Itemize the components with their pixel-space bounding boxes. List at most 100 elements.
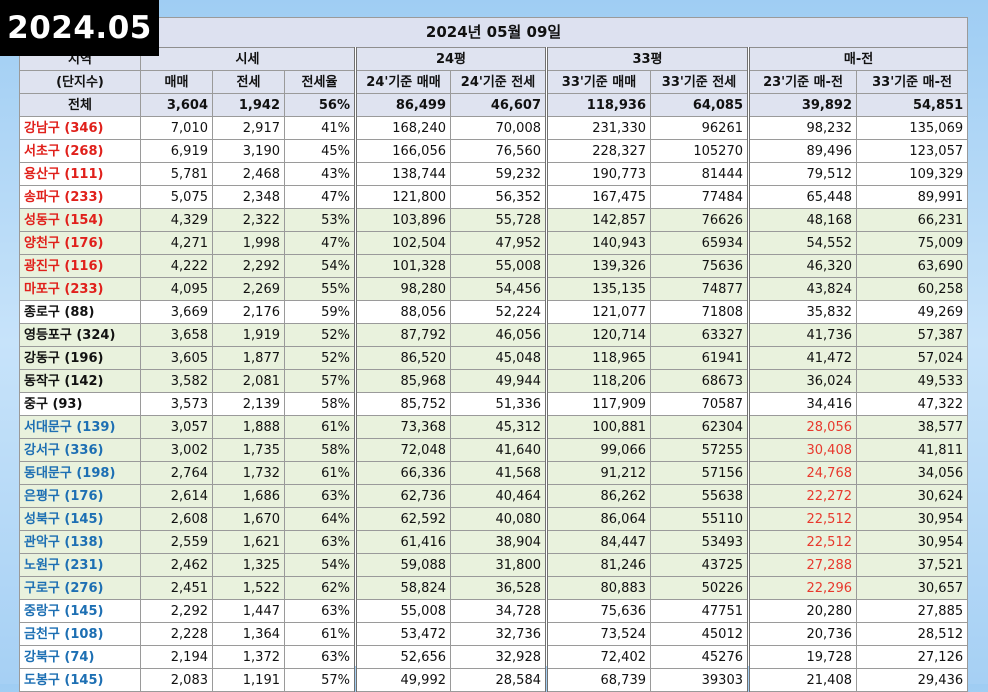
table-cell: 1,735 (212, 438, 285, 462)
column-header-jeonse: 전세 (212, 70, 285, 94)
table-cell: 168,240 (354, 116, 451, 140)
table-cell: 54% (284, 553, 357, 577)
table-cell: 59% (284, 300, 357, 324)
table-cell: 38,577 (855, 415, 969, 439)
table-cell: 22,272 (747, 484, 857, 508)
table-cell: 24,768 (747, 461, 857, 485)
table-cell: 29,436 (855, 668, 969, 692)
table-cell: 123,057 (855, 139, 969, 163)
table-cell: 43725 (650, 553, 750, 577)
table-cell: 47% (284, 231, 357, 255)
table-cell: 5,781 (140, 162, 213, 186)
table-cell: 36,528 (450, 576, 548, 600)
district-name: 마포구 (233) (19, 277, 141, 301)
table-cell: 73,368 (354, 415, 451, 439)
column-header-24-sale: 24'기준 매매 (354, 70, 451, 94)
total-row: 전체 3,604 1,942 56% 86,499 46,607 118,936… (19, 93, 969, 117)
table-cell: 30,657 (855, 576, 969, 600)
table-cell: 37,521 (855, 553, 969, 577)
district-name: 강북구 (74) (19, 645, 141, 669)
table-cell: 1,998 (212, 231, 285, 255)
table-cell: 190,773 (545, 162, 651, 186)
group-header-24pyeong: 24평 (354, 47, 548, 71)
table-cell: 3,190 (212, 139, 285, 163)
table-row: 금천구 (108) 2,228 1,364 61% 53,472 32,736 73,524… (19, 622, 969, 646)
table-cell: 30,954 (855, 530, 969, 554)
table-cell: 54,456 (450, 277, 548, 301)
table-row: 양천구 (176) 4,271 1,998 47% 102,504 47,952 140,9… (19, 231, 969, 255)
table-cell: 2,194 (140, 645, 213, 669)
district-name: 도봉구 (145) (19, 668, 141, 692)
table-cell: 100,881 (545, 415, 651, 439)
district-name: 강동구 (196) (19, 346, 141, 370)
table-row: 영등포구 (324) 3,658 1,919 52% 87,792 46,056 120,7… (19, 323, 969, 347)
table-cell: 57,024 (855, 346, 969, 370)
table-cell: 41,472 (747, 346, 857, 370)
table-cell: 28,056 (747, 415, 857, 439)
table-cell: 2,468 (212, 162, 285, 186)
table-row: 마포구 (233) 4,095 2,269 55% 98,280 54,456 135,13… (19, 277, 969, 301)
table-cell: 48,168 (747, 208, 857, 232)
table-cell: 63% (284, 530, 357, 554)
table-cell: 28,512 (855, 622, 969, 646)
table-cell: 1,919 (212, 323, 285, 347)
table-cell: 140,943 (545, 231, 651, 255)
total-cell: 118,936 (545, 93, 651, 117)
table-cell: 101,328 (354, 254, 451, 278)
district-name: 강남구 (346) (19, 116, 141, 140)
table-cell: 63% (284, 599, 357, 623)
table-row: 서초구 (268) 6,919 3,190 45% 166,056 76,560 228,3… (19, 139, 969, 163)
total-cell: 56% (284, 93, 357, 117)
table-cell: 77484 (650, 185, 750, 209)
column-header-33-gap: 33'기준 매-전 (855, 70, 969, 94)
table-cell: 63327 (650, 323, 750, 347)
table-cell: 22,512 (747, 507, 857, 531)
district-name: 성동구 (154) (19, 208, 141, 232)
table-cell: 2,176 (212, 300, 285, 324)
table-cell: 81,246 (545, 553, 651, 577)
table-cell: 39303 (650, 668, 750, 692)
table-cell: 98,232 (747, 116, 857, 140)
total-cell: 3,604 (140, 93, 213, 117)
table-cell: 66,336 (354, 461, 451, 485)
district-name: 서대문구 (139) (19, 415, 141, 439)
table-cell: 57% (284, 668, 357, 692)
table-cell: 58% (284, 392, 357, 416)
table-cell: 49,269 (855, 300, 969, 324)
table-cell: 41,568 (450, 461, 548, 485)
table-cell: 58,824 (354, 576, 451, 600)
table-cell: 1,686 (212, 484, 285, 508)
table-cell: 1,325 (212, 553, 285, 577)
table-cell: 43,824 (747, 277, 857, 301)
table-cell: 5,075 (140, 185, 213, 209)
table-row: 노원구 (231) 2,462 1,325 54% 59,088 31,800 81,246… (19, 553, 969, 577)
table-cell: 45276 (650, 645, 750, 669)
table-cell: 21,408 (747, 668, 857, 692)
table-cell: 86,064 (545, 507, 651, 531)
table-cell: 84,447 (545, 530, 651, 554)
table-cell: 166,056 (354, 139, 451, 163)
table-title: 2024년 05월 09일 (18, 17, 969, 48)
group-header-33pyeong: 33평 (545, 47, 750, 71)
table-cell: 27,126 (855, 645, 969, 669)
table-cell: 1,888 (212, 415, 285, 439)
table-cell: 65,448 (747, 185, 857, 209)
district-name: 중구 (93) (19, 392, 141, 416)
table-cell: 1,372 (212, 645, 285, 669)
table-cell: 50226 (650, 576, 750, 600)
table-cell: 61% (284, 461, 357, 485)
table-cell: 89,496 (747, 139, 857, 163)
district-name: 광진구 (116) (19, 254, 141, 278)
table-cell: 55,008 (354, 599, 451, 623)
table-cell: 2,322 (212, 208, 285, 232)
table-row: 중구 (93) 3,573 2,139 58% 85,752 51,336 117,909 7… (19, 392, 969, 416)
table-cell: 2,139 (212, 392, 285, 416)
table-cell: 70,008 (450, 116, 548, 140)
table-cell: 103,896 (354, 208, 451, 232)
table-cell: 52% (284, 323, 357, 347)
table-cell: 34,728 (450, 599, 548, 623)
district-name: 송파구 (233) (19, 185, 141, 209)
district-name: 종로구 (88) (19, 300, 141, 324)
table-cell: 57156 (650, 461, 750, 485)
table-cell: 52,224 (450, 300, 548, 324)
